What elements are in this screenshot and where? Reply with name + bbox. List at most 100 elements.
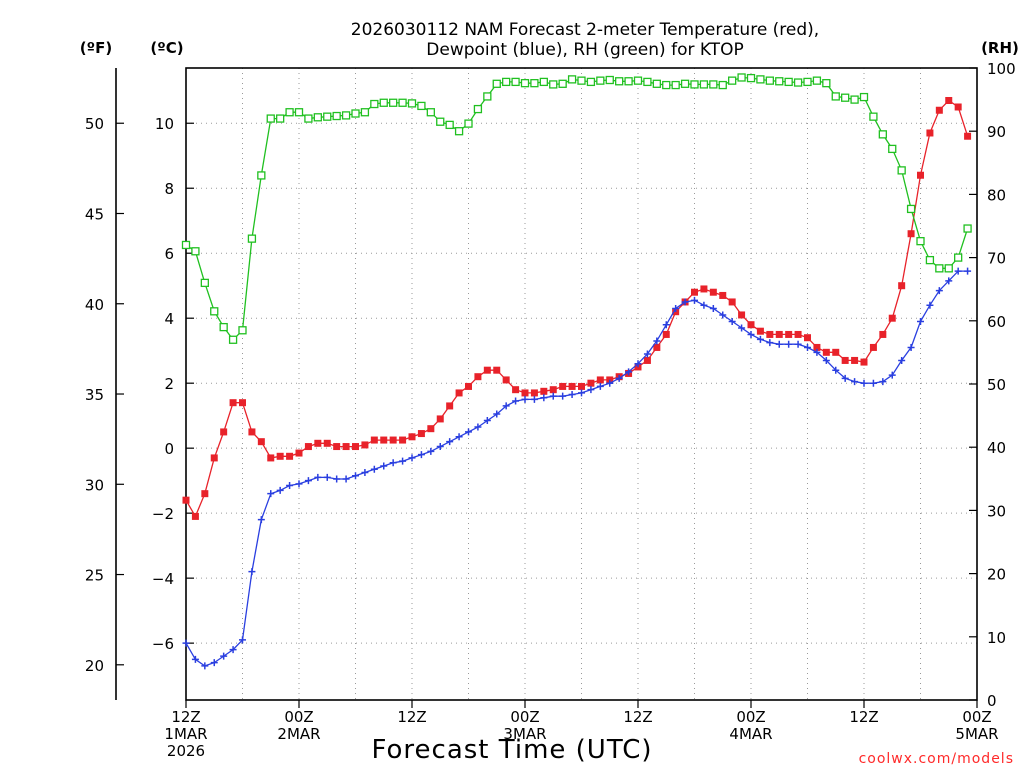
data-point-marker bbox=[502, 77, 511, 87]
data-point-marker bbox=[822, 79, 831, 88]
x-tick-label: 2MAR bbox=[277, 725, 320, 743]
data-point-marker bbox=[926, 129, 934, 137]
data-point-marker bbox=[813, 343, 821, 351]
data-point-marker bbox=[738, 311, 746, 319]
data-point-marker bbox=[859, 92, 869, 102]
data-point-marker bbox=[426, 108, 435, 117]
rh-tick-label: 0 bbox=[987, 692, 997, 710]
data-point-marker bbox=[822, 348, 830, 356]
data-point-marker bbox=[671, 80, 680, 90]
data-point-marker bbox=[850, 95, 859, 104]
data-point-marker bbox=[794, 330, 802, 338]
data-point-marker bbox=[662, 321, 670, 329]
data-point-marker bbox=[521, 389, 529, 397]
data-point-marker bbox=[898, 356, 906, 364]
rh-tick-label: 50 bbox=[987, 376, 1006, 394]
data-point-marker bbox=[465, 382, 472, 390]
data-point-marker bbox=[643, 350, 651, 358]
data-point-marker bbox=[436, 443, 444, 451]
data-point-marker bbox=[474, 423, 482, 431]
data-point-marker bbox=[869, 379, 877, 387]
data-point-marker bbox=[276, 114, 285, 123]
data-point-marker bbox=[182, 496, 190, 504]
data-point-marker bbox=[323, 439, 331, 447]
data-point-marker bbox=[286, 452, 294, 460]
credit-text[interactable]: coolwx.com/models bbox=[859, 751, 1014, 767]
data-point-marker bbox=[229, 399, 237, 407]
data-point-marker bbox=[352, 443, 359, 451]
data-point-marker bbox=[775, 340, 783, 348]
data-point-marker bbox=[248, 568, 256, 576]
data-point-marker bbox=[210, 307, 219, 316]
data-point-marker bbox=[361, 441, 369, 449]
data-point-marker bbox=[314, 473, 322, 481]
data-point-marker bbox=[314, 439, 322, 447]
data-point-marker bbox=[765, 76, 774, 85]
data-point-marker bbox=[257, 516, 265, 524]
data-point-marker bbox=[897, 166, 906, 175]
data-point-marker bbox=[756, 335, 764, 343]
data-point-marker bbox=[587, 386, 595, 394]
data-point-marker bbox=[916, 237, 925, 246]
data-point-marker bbox=[454, 127, 464, 136]
data-point-marker bbox=[964, 267, 972, 275]
rh-axis-unit: (RH) bbox=[981, 39, 1019, 57]
data-point-marker bbox=[925, 255, 935, 265]
data-point-marker bbox=[935, 106, 943, 114]
fahrenheit-axis-unit: (ºF) bbox=[80, 39, 112, 57]
fahrenheit-tick-label: 35 bbox=[85, 386, 104, 404]
data-point-marker bbox=[210, 659, 218, 667]
data-point-marker bbox=[257, 438, 265, 446]
data-point-marker bbox=[615, 374, 623, 382]
data-point-marker bbox=[295, 480, 303, 488]
data-point-marker bbox=[380, 462, 388, 470]
data-point-marker bbox=[323, 112, 332, 121]
fahrenheit-tick-label: 45 bbox=[85, 205, 104, 223]
data-point-marker bbox=[578, 389, 585, 397]
fahrenheit-tick-label: 30 bbox=[85, 476, 104, 494]
data-point-marker bbox=[267, 454, 275, 462]
data-point-marker bbox=[417, 430, 425, 438]
fahrenheit-tick-label: 40 bbox=[85, 296, 104, 314]
celsius-axis-unit: (ºC) bbox=[150, 39, 183, 57]
data-point-marker bbox=[737, 73, 746, 82]
data-point-marker bbox=[389, 459, 397, 467]
data-point-marker bbox=[408, 433, 416, 441]
data-point-marker bbox=[427, 425, 435, 433]
data-point-marker bbox=[578, 382, 585, 390]
data-point-marker bbox=[888, 314, 896, 322]
data-point-marker bbox=[352, 472, 359, 480]
data-point-marker bbox=[549, 80, 558, 89]
data-point-marker bbox=[511, 77, 520, 87]
data-point-marker bbox=[379, 98, 388, 107]
data-point-marker bbox=[267, 490, 275, 498]
series-line bbox=[185, 99, 969, 518]
data-point-marker bbox=[596, 76, 605, 85]
data-point-marker bbox=[370, 99, 379, 109]
data-point-marker bbox=[775, 77, 784, 86]
data-point-marker bbox=[841, 374, 849, 382]
data-point-marker bbox=[191, 247, 200, 256]
data-point-marker bbox=[662, 330, 670, 338]
data-point-marker bbox=[502, 376, 510, 384]
rh-tick-label: 80 bbox=[987, 186, 1006, 204]
data-point-marker bbox=[691, 296, 698, 304]
data-point-marker bbox=[446, 402, 454, 410]
x-axis-label: Forecast Time (UTC) bbox=[371, 735, 652, 765]
data-point-marker bbox=[360, 108, 370, 117]
data-point-marker bbox=[370, 465, 378, 473]
data-point-marker bbox=[342, 475, 350, 483]
x-tick-label: 00Z bbox=[510, 708, 539, 726]
series-rh bbox=[181, 73, 972, 344]
data-point-marker bbox=[718, 80, 727, 90]
celsius-tick-label: 10 bbox=[155, 115, 174, 133]
fahrenheit-tick-label: 25 bbox=[85, 567, 104, 585]
data-point-marker bbox=[540, 387, 548, 395]
data-point-marker bbox=[455, 433, 463, 441]
data-point-marker bbox=[398, 98, 407, 107]
data-point-marker bbox=[247, 234, 257, 243]
data-point-marker bbox=[493, 366, 501, 374]
data-point-marker bbox=[229, 646, 237, 654]
data-point-marker bbox=[446, 438, 454, 446]
